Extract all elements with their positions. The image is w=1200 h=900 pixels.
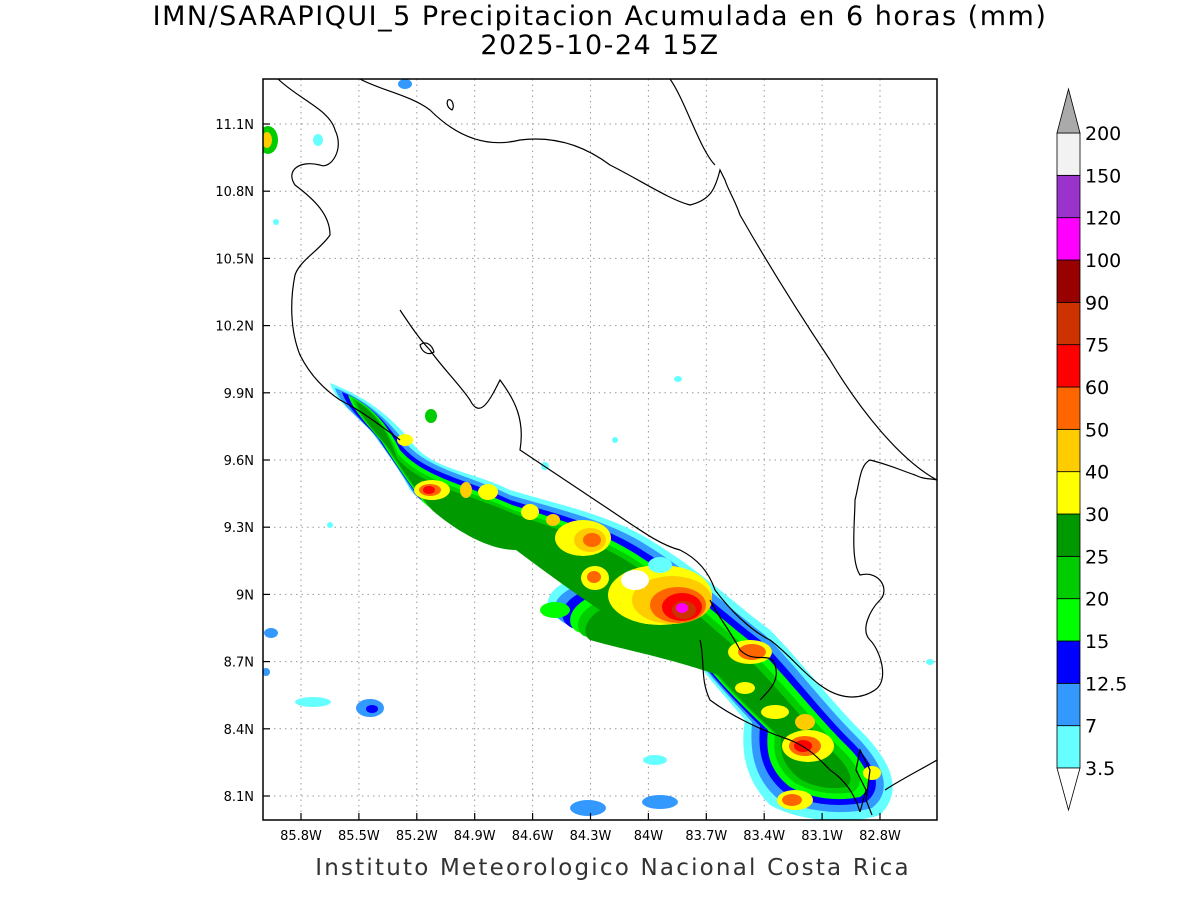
lon-tick-label: 85.5W xyxy=(338,829,380,844)
colorbar-label: 15 xyxy=(1085,631,1109,653)
colorbar-swatch xyxy=(1056,132,1081,176)
colorbar-over-triangle xyxy=(1056,87,1081,134)
lon-tick-label: 84.3W xyxy=(570,829,612,844)
map-valid-time: 2025-10-24 15Z xyxy=(480,30,720,61)
lat-tick-label: 8.7N xyxy=(224,656,254,671)
latitude-axis: 11.1N 10.8N 10.5N 10.2N 9.9N 9.6N 9.3N 9N 8.7N 8.… xyxy=(215,118,270,805)
colorbar-swatch xyxy=(1056,174,1081,219)
lat-tick-label: 9N xyxy=(236,588,254,603)
colorbar-label: 100 xyxy=(1085,250,1121,272)
colorbar-label: 150 xyxy=(1085,165,1121,187)
colorbar-label: 7 xyxy=(1085,716,1097,738)
lon-tick-label: 85.2W xyxy=(396,829,438,844)
colorbar-label: 12.5 xyxy=(1085,673,1127,695)
colorbar-swatch xyxy=(1056,259,1081,303)
colorbar-swatch xyxy=(1056,682,1081,727)
lon-tick-label: 84W xyxy=(634,829,664,844)
lat-tick-label: 10.8N xyxy=(215,185,254,200)
colorbar-swatch xyxy=(1056,344,1081,388)
colorbar-label: 60 xyxy=(1085,377,1109,399)
coastlines xyxy=(277,79,937,816)
plot-frame xyxy=(262,78,938,821)
lon-tick-label: 84.6W xyxy=(512,829,554,844)
lon-tick-label: 83.1W xyxy=(801,829,843,844)
colorbar-label: 120 xyxy=(1085,208,1121,230)
colorbar-swatch xyxy=(1056,217,1081,261)
colorbar-label: 200 xyxy=(1085,123,1121,145)
colorbar-swatch xyxy=(1056,301,1081,346)
colorbar-swatch xyxy=(1056,725,1081,769)
colorbar-swatch xyxy=(1056,471,1081,515)
colorbar-swatch xyxy=(1056,428,1081,473)
colorbar-swatch xyxy=(1056,640,1081,684)
lon-tick-label: 83.4W xyxy=(743,829,785,844)
precip-scattered-cells xyxy=(263,79,934,816)
colorbar-swatch xyxy=(1056,555,1081,600)
lat-tick-label: 9.9N xyxy=(224,387,254,402)
lat-tick-label: 8.4N xyxy=(224,723,254,738)
lat-tick-label: 10.5N xyxy=(215,252,254,267)
lon-tick-label: 82.8W xyxy=(859,829,901,844)
map-title: IMN/SARAPIQUI_5 Precipitacion Acumulada … xyxy=(152,1,1048,32)
colorbar-label: 50 xyxy=(1085,419,1109,441)
longitude-axis: 85.8W 85.5W 85.2W 84.9W 84.6W 84.3W 84W 83.7W 83… xyxy=(280,813,901,844)
colorbar-label: 30 xyxy=(1085,504,1109,526)
colorbar-label: 90 xyxy=(1085,292,1109,314)
lat-tick-label: 10.2N xyxy=(215,320,254,335)
colorbar-swatch xyxy=(1056,598,1081,642)
colorbar: 3.5 7 12.5 15 20 25 30 40 50 60 75 90 100 120 150 200 xyxy=(1056,87,1127,812)
lat-tick-label: 9.6N xyxy=(224,454,254,469)
colorbar-label: 75 xyxy=(1085,335,1109,357)
colorbar-swatch xyxy=(1056,513,1081,557)
colorbar-swatch xyxy=(1056,386,1081,430)
lat-tick-label: 9.3N xyxy=(224,521,254,536)
lat-tick-label: 11.1N xyxy=(215,118,254,133)
lon-tick-label: 83.7W xyxy=(685,829,727,844)
precipitation-field xyxy=(263,79,934,820)
colorbar-label: 3.5 xyxy=(1085,758,1115,780)
lat-tick-label: 8.1N xyxy=(224,790,254,805)
colorbar-label: 25 xyxy=(1085,546,1109,568)
lon-tick-label: 84.9W xyxy=(454,829,496,844)
precip-cores xyxy=(397,434,881,810)
credit-line: Instituto Meteorologico Nacional Costa R… xyxy=(315,855,911,881)
colorbar-under-triangle xyxy=(1056,767,1081,812)
lon-tick-label: 85.8W xyxy=(280,829,322,844)
colorbar-label: 40 xyxy=(1085,462,1109,484)
colorbar-label: 20 xyxy=(1085,589,1109,611)
